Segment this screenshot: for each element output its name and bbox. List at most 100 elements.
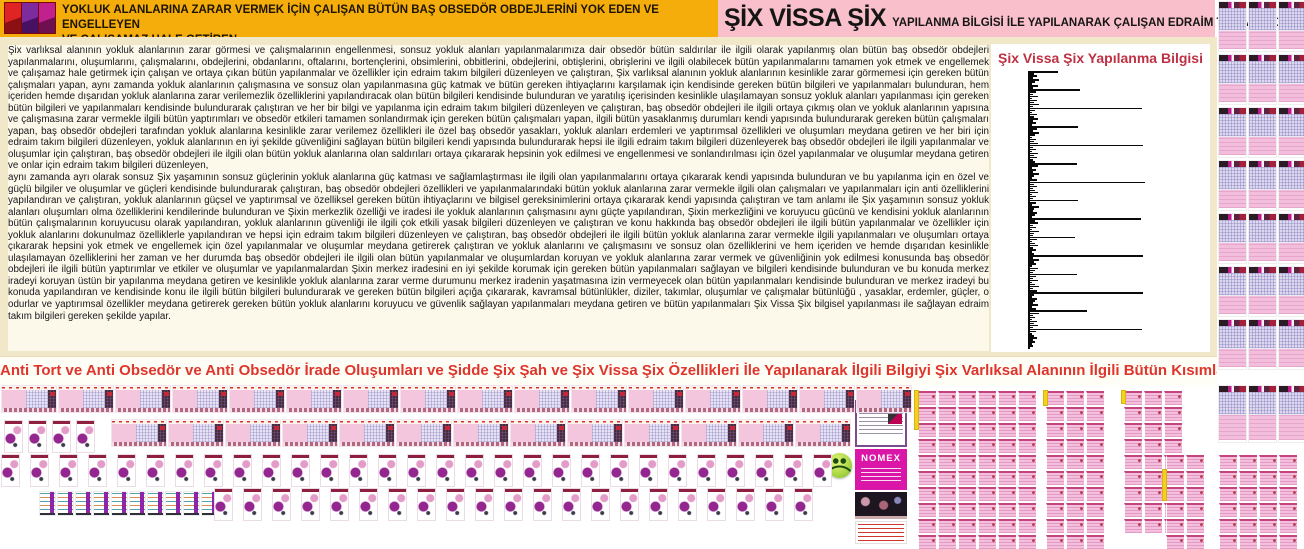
- product-thumbnail-image[interactable]: [437, 455, 454, 486]
- mini-card-thumbnail[interactable]: [1239, 471, 1257, 485]
- product-thumbnail-image[interactable]: [244, 489, 261, 520]
- product-thumbnail-image[interactable]: [611, 455, 628, 486]
- mini-card-thumbnail[interactable]: [1066, 487, 1084, 501]
- mini-card-thumbnail[interactable]: [1066, 535, 1084, 549]
- mini-card-thumbnail[interactable]: [1166, 519, 1184, 533]
- mini-card-thumbnail[interactable]: [1144, 423, 1162, 437]
- tiny-thumbnail-image[interactable]: [94, 492, 109, 515]
- mini-card-thumbnail[interactable]: [958, 391, 976, 405]
- banner-thumbnail-image[interactable]: [173, 386, 227, 412]
- mini-card-thumbnail[interactable]: [918, 535, 936, 549]
- mini-card-thumbnail[interactable]: [1018, 487, 1036, 501]
- tall-thumbnail-image[interactable]: [1219, 214, 1246, 263]
- product-thumbnail-image[interactable]: [553, 455, 570, 486]
- tall-thumbnail-image[interactable]: [1279, 320, 1304, 369]
- mini-card-thumbnail[interactable]: [1259, 487, 1277, 501]
- product-thumbnail-image[interactable]: [447, 489, 464, 520]
- tall-thumbnail-image[interactable]: [1249, 108, 1276, 157]
- mini-card-thumbnail[interactable]: [1144, 391, 1162, 405]
- ad-card-photo-collage[interactable]: [855, 492, 907, 519]
- mini-card-thumbnail[interactable]: [1219, 503, 1237, 517]
- mini-card-thumbnail[interactable]: [978, 471, 996, 485]
- mini-card-thumbnail[interactable]: [1279, 487, 1297, 501]
- banner-thumbnail-image[interactable]: [625, 420, 679, 446]
- product-thumbnail-image[interactable]: [650, 489, 667, 520]
- mini-card-thumbnail[interactable]: [1124, 519, 1142, 533]
- mini-card-thumbnail[interactable]: [938, 519, 956, 533]
- mini-card-thumbnail[interactable]: [978, 407, 996, 421]
- banner-thumbnail-image[interactable]: [340, 420, 394, 446]
- mini-card-thumbnail[interactable]: [998, 503, 1016, 517]
- banner-thumbnail-image[interactable]: [743, 386, 797, 412]
- mini-card-thumbnail[interactable]: [1124, 423, 1142, 437]
- mini-card-thumbnail[interactable]: [1018, 423, 1036, 437]
- mini-card-thumbnail[interactable]: [938, 391, 956, 405]
- mini-card-thumbnail[interactable]: [1279, 503, 1297, 517]
- mini-card-thumbnail[interactable]: [938, 503, 956, 517]
- mini-card-thumbnail[interactable]: [1086, 455, 1104, 469]
- mini-card-thumbnail[interactable]: [1046, 519, 1064, 533]
- mini-card-thumbnail[interactable]: [918, 519, 936, 533]
- mini-card-thumbnail[interactable]: [1239, 519, 1257, 533]
- mini-card-thumbnail[interactable]: [1164, 391, 1182, 405]
- mini-card-thumbnail[interactable]: [1124, 391, 1142, 405]
- product-thumbnail-image[interactable]: [795, 489, 812, 520]
- banner-thumbnail-image[interactable]: [458, 386, 512, 412]
- mini-card-thumbnail[interactable]: [1219, 487, 1237, 501]
- banner-thumbnail-image[interactable]: [287, 386, 341, 412]
- mini-card-thumbnail[interactable]: [1018, 455, 1036, 469]
- banner-thumbnail-image[interactable]: [568, 420, 622, 446]
- banner-thumbnail-image[interactable]: [572, 386, 626, 412]
- mini-card-thumbnail[interactable]: [938, 471, 956, 485]
- product-thumbnail-image[interactable]: [350, 455, 367, 486]
- mini-card-thumbnail[interactable]: [1259, 535, 1277, 549]
- mini-card-thumbnail[interactable]: [1018, 535, 1036, 549]
- mini-card-thumbnail[interactable]: [1186, 487, 1204, 501]
- product-thumbnail-image[interactable]: [592, 489, 609, 520]
- mini-card-thumbnail[interactable]: [1018, 391, 1036, 405]
- product-thumbnail-image[interactable]: [60, 455, 77, 486]
- product-thumbnail-image[interactable]: [379, 455, 396, 486]
- mini-card-thumbnail[interactable]: [978, 391, 996, 405]
- mini-card-thumbnail[interactable]: [998, 471, 1016, 485]
- mini-card-thumbnail[interactable]: [938, 455, 956, 469]
- mini-card-thumbnail[interactable]: [1219, 455, 1237, 469]
- product-thumbnail-image[interactable]: [505, 489, 522, 520]
- banner-thumbnail-image[interactable]: [682, 420, 736, 446]
- banner-thumbnail-image[interactable]: [283, 420, 337, 446]
- mini-card-thumbnail[interactable]: [1066, 455, 1084, 469]
- mini-card-thumbnail[interactable]: [1219, 519, 1237, 533]
- mini-card-thumbnail[interactable]: [1186, 535, 1204, 549]
- mini-card-thumbnail[interactable]: [1066, 407, 1084, 421]
- mini-card-thumbnail[interactable]: [1164, 439, 1182, 453]
- banner-thumbnail-image[interactable]: [169, 420, 223, 446]
- product-thumbnail-image[interactable]: [766, 489, 783, 520]
- mini-card-thumbnail[interactable]: [958, 503, 976, 517]
- mini-card-thumbnail[interactable]: [1124, 503, 1142, 517]
- product-thumbnail-image[interactable]: [273, 489, 290, 520]
- tiny-thumbnail-image[interactable]: [184, 492, 199, 515]
- mini-card-thumbnail[interactable]: [1166, 487, 1184, 501]
- mini-card-thumbnail[interactable]: [1086, 423, 1104, 437]
- tall-thumbnail-image[interactable]: [1219, 55, 1246, 104]
- banner-thumbnail-image[interactable]: [686, 386, 740, 412]
- mini-card-thumbnail[interactable]: [958, 439, 976, 453]
- banner-thumbnail-image[interactable]: [511, 420, 565, 446]
- product-thumbnail-image[interactable]: [118, 455, 135, 486]
- mini-card-thumbnail[interactable]: [998, 391, 1016, 405]
- tall-thumbnail-image[interactable]: [1219, 161, 1246, 210]
- mini-card-thumbnail[interactable]: [918, 423, 936, 437]
- mini-card-thumbnail[interactable]: [1018, 407, 1036, 421]
- mini-card-thumbnail[interactable]: [1166, 503, 1184, 517]
- banner-thumbnail-image[interactable]: [739, 420, 793, 446]
- mini-card-thumbnail[interactable]: [1279, 471, 1297, 485]
- mini-card-thumbnail[interactable]: [1018, 439, 1036, 453]
- mini-card-thumbnail[interactable]: [1144, 471, 1162, 485]
- tiny-thumbnail-image[interactable]: [76, 492, 91, 515]
- mini-card-thumbnail[interactable]: [918, 407, 936, 421]
- tall-thumbnail-image[interactable]: [1249, 386, 1276, 442]
- product-thumbnail-image[interactable]: [466, 455, 483, 486]
- mini-card-thumbnail[interactable]: [1239, 487, 1257, 501]
- mini-card-thumbnail[interactable]: [1144, 455, 1162, 469]
- tall-thumbnail-image[interactable]: [1249, 214, 1276, 263]
